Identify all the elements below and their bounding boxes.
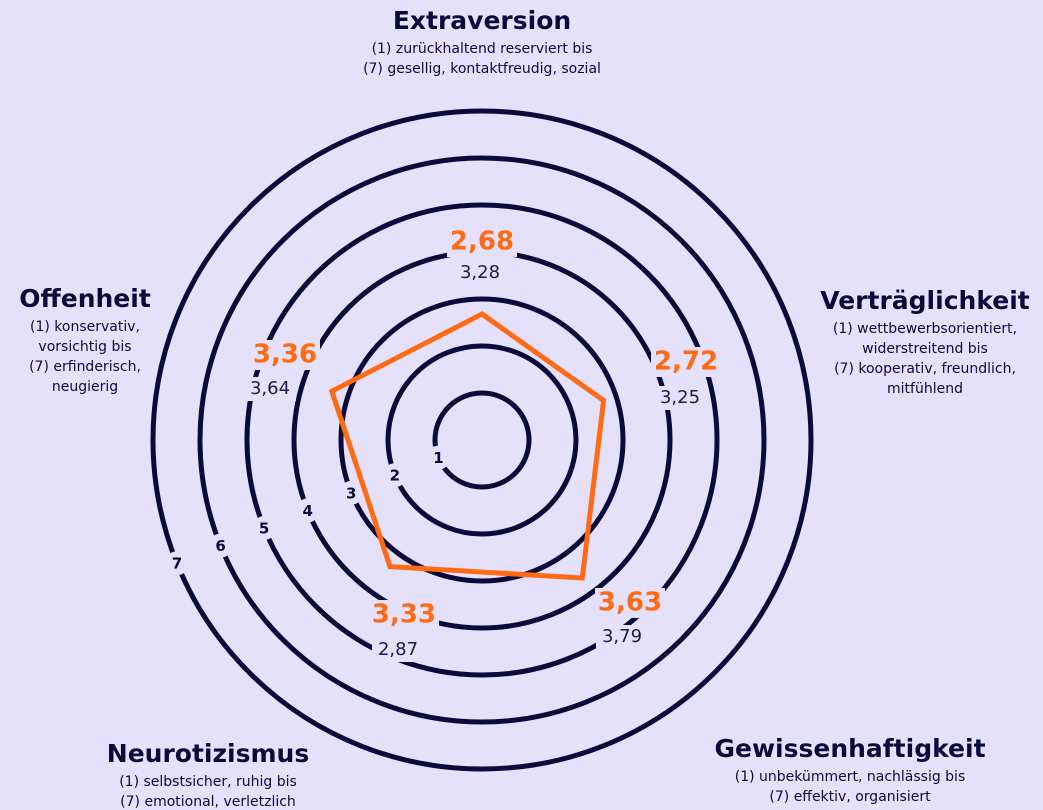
label-gap (454, 261, 506, 285)
ring-gap (339, 480, 364, 505)
value-label: 2,87 (378, 639, 418, 660)
value-label: 2,68 (450, 227, 514, 257)
ring-gap (208, 533, 233, 558)
label-gap (596, 625, 648, 649)
value-label: 3,33 (372, 600, 436, 630)
grid-ring (385, 343, 579, 537)
axis-description: (1) unbekümmert, nachlässig bis (735, 769, 966, 785)
label-gap (369, 600, 439, 630)
axis-title: Offenheit (19, 284, 151, 313)
label-gap (372, 638, 424, 662)
ring-gap (382, 463, 407, 488)
value-label: 3,36 (253, 340, 317, 370)
axis-title: Gewissenhaftigkeit (714, 734, 985, 763)
axis-description: (7) emotional, verletzlich (120, 794, 296, 810)
series-polygon (328, 311, 607, 581)
axis-description: widerstreitend bis (862, 341, 988, 357)
axis-description: (7) effektiv, organisiert (769, 789, 931, 805)
ring-gap (426, 445, 451, 470)
axis-description: (1) wettbewerbsorientiert, (833, 321, 1017, 337)
ring-label: 7 (172, 555, 182, 573)
grid-ring (244, 202, 720, 678)
ring-label: 1 (433, 449, 443, 467)
value-label: 3,25 (660, 387, 700, 408)
value-label: 3,63 (598, 588, 662, 618)
axis-description: (1) selbstsicher, ruhig bis (119, 774, 297, 790)
axis-description: mitfühlend (887, 381, 963, 397)
value-label: 3,79 (602, 626, 642, 647)
ring-label: 6 (215, 537, 225, 555)
ring-gap (164, 551, 189, 576)
label-gap (447, 227, 517, 257)
axis-description: (1) zurückhaltend reserviert bis (372, 41, 593, 57)
ring-label: 4 (302, 502, 312, 520)
value-label: 2,72 (654, 347, 718, 377)
axis-description: (7) gesellig, kontaktfreudig, sozial (363, 61, 601, 77)
axis-description: (7) erfinderisch, (29, 359, 141, 375)
grid-ring (338, 296, 626, 584)
ring-label: 5 (259, 520, 269, 538)
label-gap (654, 386, 706, 410)
label-gap (244, 377, 296, 401)
ring-gap (295, 498, 320, 523)
label-gap (595, 588, 665, 618)
ring-label: 2 (390, 467, 400, 485)
grid-ring (150, 108, 814, 772)
axis-description: vorsichtig bis (38, 339, 131, 355)
ring-gap (252, 516, 277, 541)
grid-ring (432, 390, 532, 490)
value-label: 3,64 (250, 378, 290, 399)
axis-title: Extraversion (393, 6, 571, 35)
axis-title: Neurotizismus (107, 739, 309, 768)
axis-description: (1) konservativ, (30, 319, 140, 335)
label-gap (250, 340, 320, 370)
value-label: 3,28 (460, 262, 500, 283)
axis-description: (7) kooperativ, freundlich, (834, 361, 1016, 377)
grid-ring (197, 155, 767, 725)
axis-title: Verträglichkeit (820, 286, 1030, 315)
ring-label: 3 (346, 484, 356, 502)
axis-description: neugierig (52, 379, 118, 395)
label-gap (651, 347, 721, 377)
